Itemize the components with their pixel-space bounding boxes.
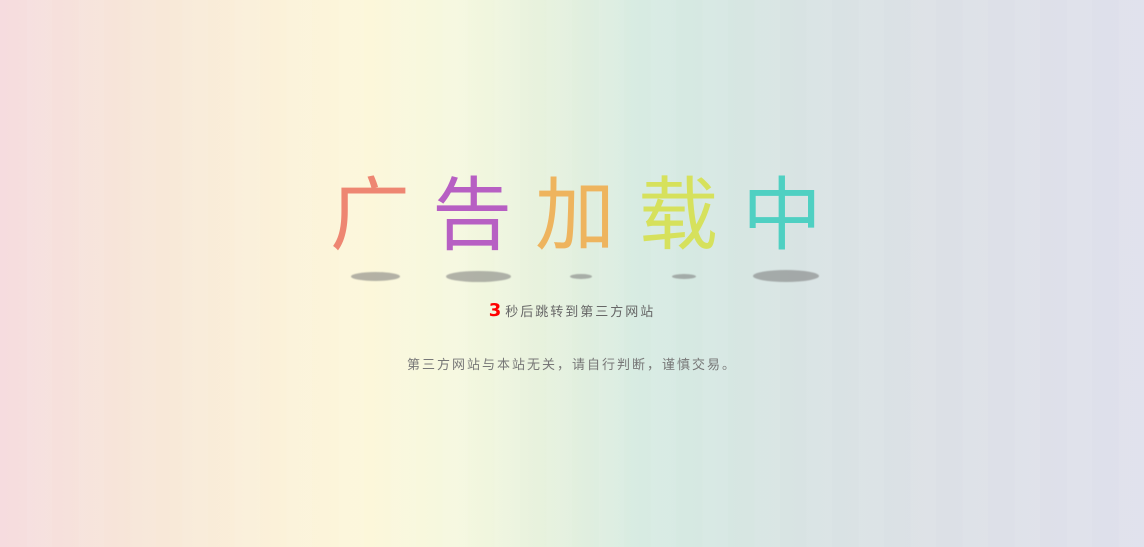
headline-char: 加: [535, 169, 615, 262]
third-party-warning: 第三方网站与本站无关，请自行判断，谨慎交易。: [406, 358, 737, 373]
char-shadow: [446, 271, 511, 282]
countdown-seconds: 3: [488, 300, 502, 321]
char-shadow: [753, 270, 819, 282]
headline-char: 告: [432, 169, 512, 262]
char-shadow: [351, 272, 400, 281]
headline-char: 中: [742, 169, 822, 262]
loading-headline: 广 告 加 载 中: [0, 168, 1144, 268]
redirect-countdown: 3 秒后跳转到第三方网站: [0, 300, 1144, 321]
char-shadow: [672, 274, 696, 279]
char-shadow: [570, 274, 592, 279]
countdown-text: 秒后跳转到第三方网站: [505, 305, 656, 320]
headline-char: 广: [330, 169, 410, 262]
headline-char: 载: [638, 169, 718, 262]
